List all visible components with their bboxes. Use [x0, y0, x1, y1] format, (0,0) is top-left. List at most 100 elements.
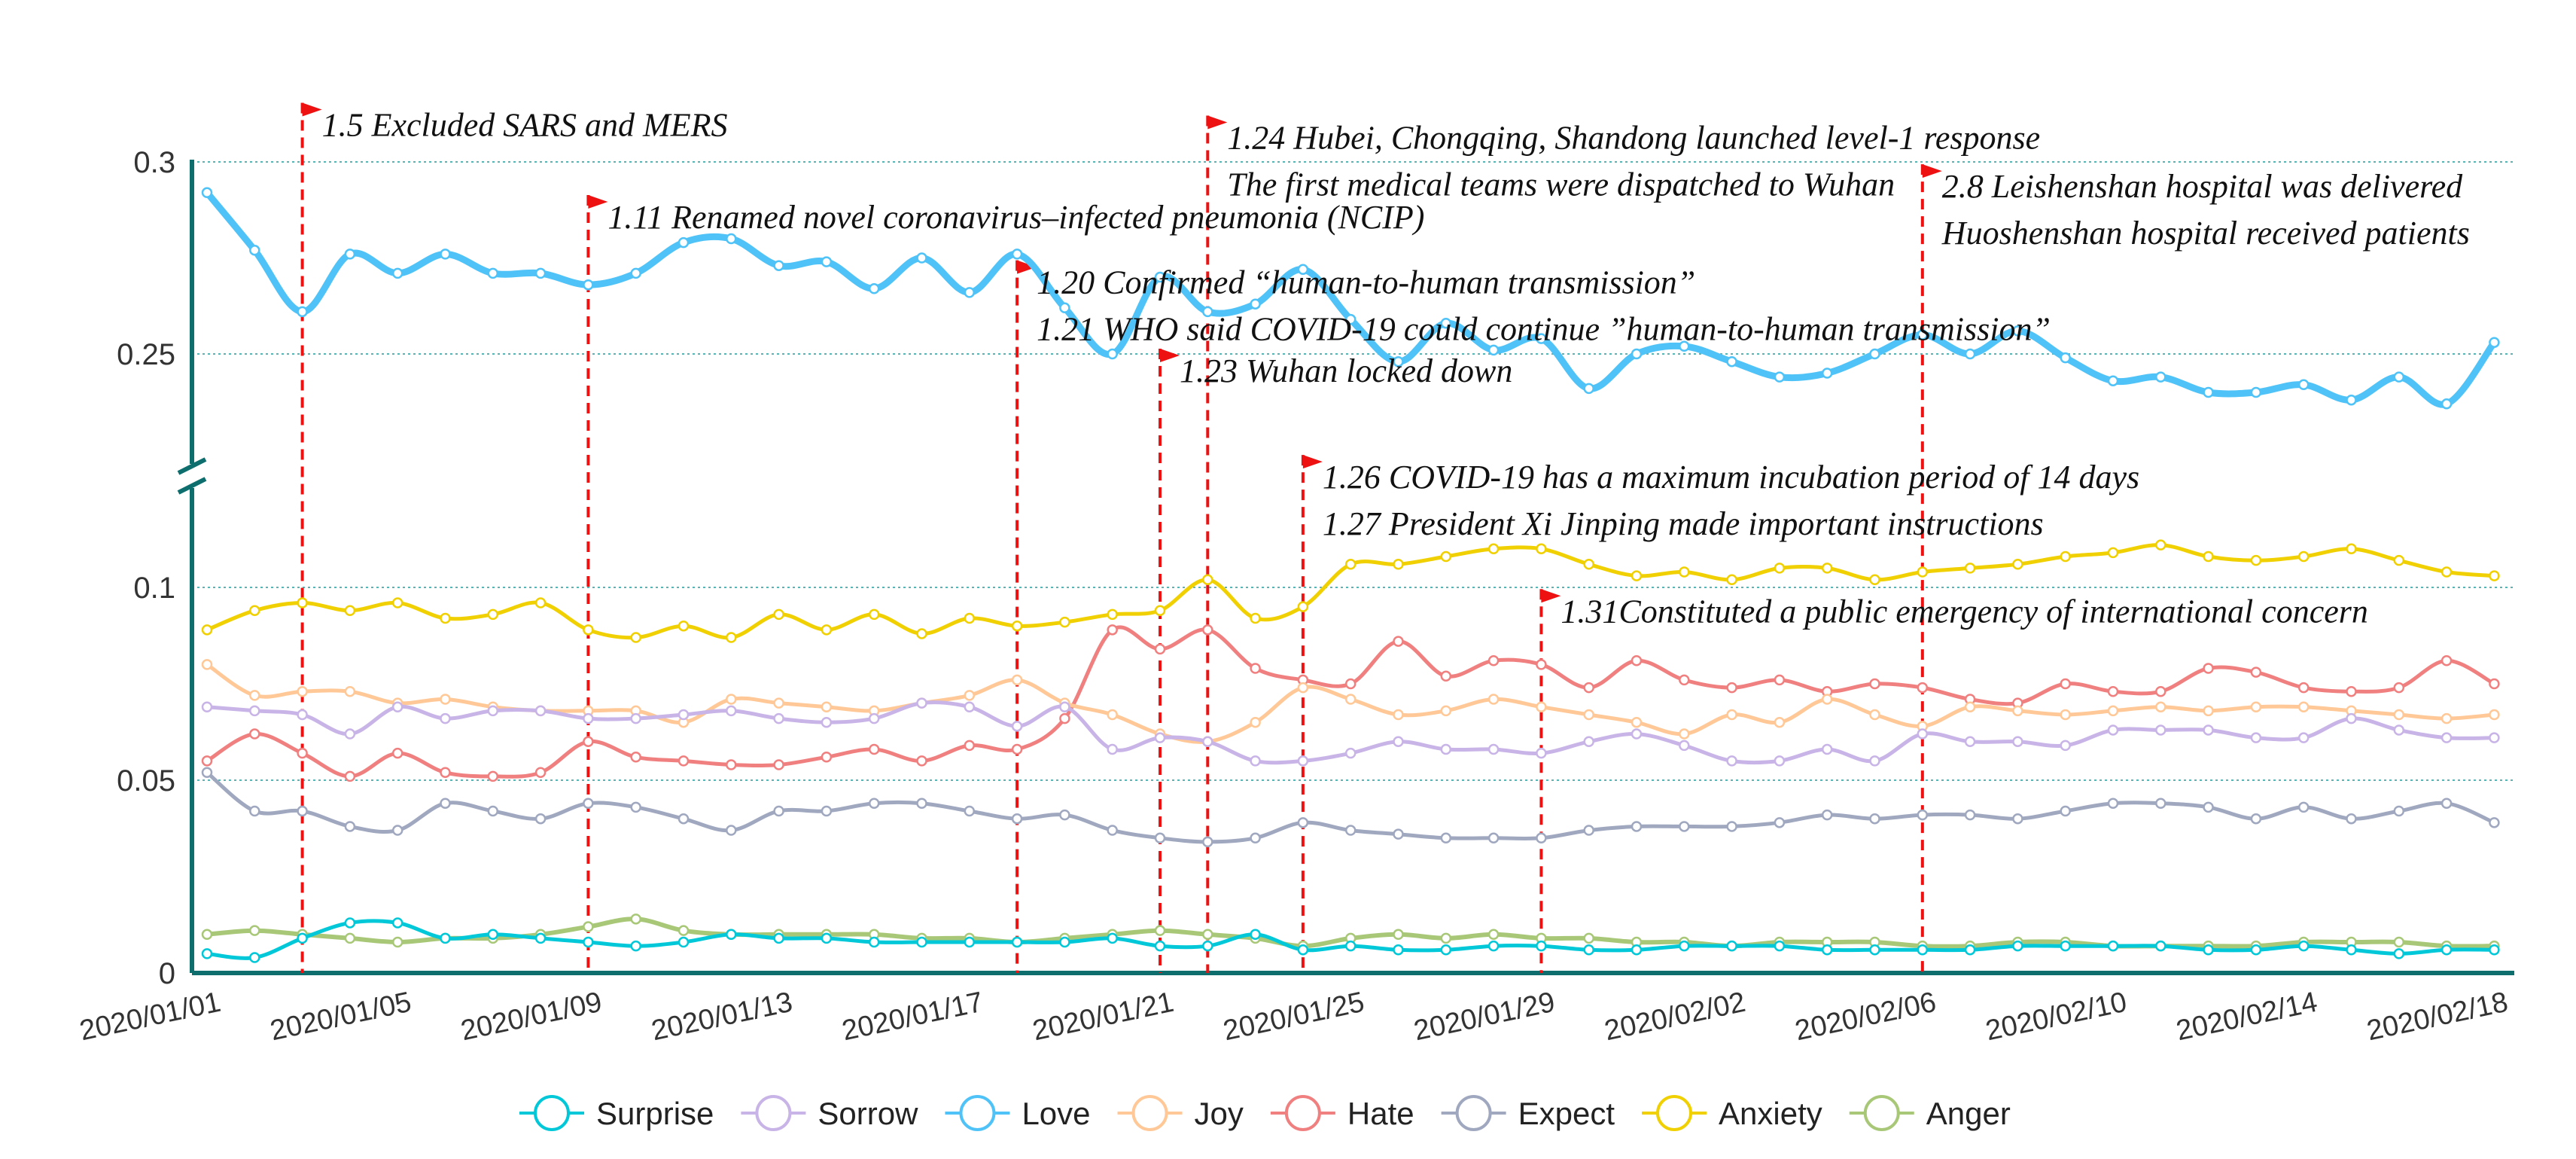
- data-point-expect: [821, 805, 833, 817]
- legend-label: Anger: [1926, 1096, 2011, 1131]
- data-point-love: [726, 233, 737, 245]
- data-point-joy: [726, 694, 737, 705]
- data-point-anxiety: [1869, 574, 1880, 586]
- data-point-sorrow: [1059, 701, 1070, 712]
- data-point-surprise: [1154, 940, 1166, 952]
- data-point-surprise: [1202, 940, 1213, 952]
- data-point-sorrow: [773, 712, 784, 724]
- data-point-surprise: [1917, 944, 1929, 956]
- data-point-surprise: [1440, 944, 1452, 956]
- data-point-surprise: [1393, 944, 1404, 956]
- data-point-anger: [391, 936, 403, 948]
- flag-icon: [1017, 260, 1037, 274]
- data-point-hate: [630, 752, 641, 763]
- legend-swatch-marker: [1131, 1095, 1168, 1131]
- flag-icon: [1160, 348, 1180, 362]
- data-point-anxiety: [1536, 543, 1547, 555]
- data-point-expect: [1440, 832, 1452, 844]
- data-point-expect: [344, 821, 356, 832]
- data-point-hate: [1154, 643, 1166, 655]
- data-point-expect: [2107, 798, 2119, 809]
- legend-swatch-marker: [1863, 1095, 1900, 1131]
- data-point-expect: [726, 825, 737, 836]
- data-point-sorrow: [2012, 736, 2023, 748]
- data-point-anger: [344, 932, 356, 944]
- data-point-hate: [1774, 674, 1786, 686]
- data-point-expect: [1487, 832, 1500, 844]
- flag-icon: [1302, 455, 1323, 469]
- data-point-joy: [2107, 705, 2119, 717]
- data-point-love: [773, 260, 784, 271]
- data-point-anxiety: [440, 612, 451, 624]
- data-point-anxiety: [2155, 539, 2166, 551]
- data-point-surprise: [487, 929, 499, 941]
- data-point-sorrow: [1726, 755, 1737, 767]
- data-point-expect: [1202, 836, 1213, 848]
- data-point-expect: [2489, 817, 2500, 828]
- data-point-expect: [2441, 798, 2453, 809]
- data-point-hate: [916, 755, 927, 767]
- data-point-surprise: [821, 932, 833, 944]
- data-point-expect: [1059, 809, 1070, 821]
- data-point-anxiety: [964, 612, 976, 624]
- data-point-expect: [1011, 813, 1023, 825]
- data-point-anger: [1487, 929, 1500, 941]
- data-point-sorrow: [1487, 743, 1500, 755]
- data-point-expect: [1107, 825, 1118, 836]
- data-point-sorrow: [964, 701, 976, 712]
- data-point-love: [1202, 306, 1213, 318]
- data-point-joy: [2250, 701, 2262, 712]
- legend: Surprise Sorrow Love Joy Hate Expect Anxiety An…: [519, 1095, 2011, 1131]
- data-point-sorrow: [534, 705, 547, 717]
- data-point-anxiety: [1774, 563, 1786, 574]
- event-annotation-text: 1.11 Renamed novel coronavirus–infected …: [607, 199, 1424, 236]
- data-point-joy: [1440, 705, 1452, 717]
- data-point-anxiety: [916, 628, 927, 639]
- data-point-hate: [440, 767, 451, 779]
- data-point-love: [1393, 355, 1404, 368]
- data-point-sorrow: [1821, 743, 1833, 755]
- data-point-expect: [2393, 805, 2405, 817]
- data-point-anxiety: [1487, 543, 1500, 555]
- legend-swatch-marker: [1284, 1095, 1321, 1131]
- data-point-anxiety: [1679, 566, 1690, 578]
- data-point-joy: [1344, 694, 1357, 705]
- data-point-love: [583, 279, 594, 291]
- data-point-sorrow: [1154, 732, 1166, 743]
- data-point-joy: [1250, 716, 1261, 728]
- data-point-joy: [1726, 709, 1737, 721]
- data-point-surprise: [1583, 944, 1594, 956]
- data-point-anger: [630, 913, 641, 925]
- data-point-surprise: [534, 932, 547, 944]
- data-point-expect: [1726, 821, 1737, 832]
- data-point-expect: [2012, 813, 2023, 825]
- data-point-hate: [2441, 655, 2453, 666]
- data-point-anxiety: [1202, 574, 1213, 586]
- data-point-anxiety: [2060, 551, 2071, 563]
- data-point-hate: [1393, 636, 1404, 647]
- data-point-surprise: [2107, 940, 2119, 952]
- flag-icon: [1207, 115, 1228, 130]
- data-point-love: [630, 267, 641, 279]
- data-point-sorrow: [1011, 721, 1023, 732]
- data-point-love: [2489, 337, 2500, 348]
- data-point-surprise: [916, 936, 927, 948]
- data-point-expect: [1154, 832, 1166, 844]
- data-point-love: [297, 306, 308, 318]
- data-point-expect: [2060, 805, 2071, 817]
- data-point-surprise: [2489, 944, 2500, 956]
- data-point-sorrow: [1250, 755, 1261, 767]
- data-point-surprise: [677, 936, 690, 948]
- legend-label: Surprise: [596, 1096, 714, 1131]
- data-point-surprise: [1107, 932, 1118, 944]
- data-point-love: [1583, 383, 1594, 395]
- x-tick-label: 2020/01/05: [267, 987, 414, 1048]
- data-point-love: [1917, 329, 1929, 340]
- data-point-anxiety: [726, 632, 737, 643]
- data-point-love: [1631, 348, 1643, 360]
- event-annotation-text: 1.27 President Xi Jinping made important…: [1323, 505, 2044, 542]
- data-point-expect: [2250, 813, 2262, 825]
- data-point-hate: [2297, 682, 2310, 694]
- data-point-hate: [1107, 624, 1118, 636]
